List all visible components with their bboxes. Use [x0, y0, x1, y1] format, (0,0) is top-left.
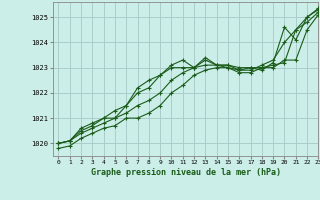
X-axis label: Graphe pression niveau de la mer (hPa): Graphe pression niveau de la mer (hPa) — [91, 168, 281, 177]
